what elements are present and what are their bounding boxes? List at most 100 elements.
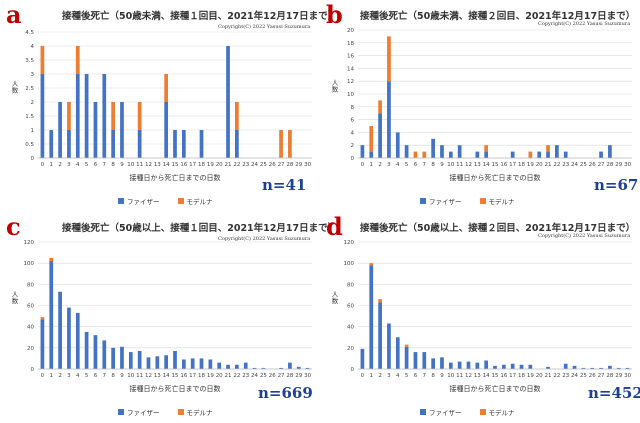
- y-tick-label: 4: [351, 130, 355, 136]
- y-tick-label: 2.5: [25, 86, 34, 92]
- x-tick-label: 29: [615, 373, 622, 379]
- x-tick-label: 20: [536, 162, 543, 168]
- bar-pfizer: [128, 352, 133, 369]
- bar-pfizer: [395, 337, 400, 369]
- chart-title: 接種後死亡（50歳未満、接種１回目、2021年12月17日まで）: [62, 11, 338, 22]
- x-tick-label: 9: [440, 162, 444, 168]
- chart-panel-b: b 接種後死亡（50歳未満、接種２回目、2021年12月17日まで） Copyr…: [320, 0, 640, 211]
- bar-pfizer: [369, 265, 374, 369]
- bar-pfizer: [369, 151, 374, 158]
- legend-label-pfizer: ファイザー: [127, 409, 160, 417]
- bar-pfizer: [93, 102, 98, 158]
- x-tick-label: 3: [67, 162, 71, 168]
- chart-title: 接種後死亡（50歳以上、接種２回目、2021年12月17日まで）: [360, 223, 636, 234]
- x-tick-label: 9: [120, 162, 124, 168]
- x-tick-label: 12: [145, 373, 152, 379]
- chart-title: 接種後死亡（50歳未満、接種２回目、2021年12月17日まで）: [360, 11, 636, 22]
- x-tick-label: 11: [136, 373, 143, 379]
- x-tick-label: 30: [304, 373, 311, 379]
- bar-pfizer: [137, 351, 142, 369]
- bar-pfizer: [422, 352, 427, 369]
- legend-swatch-moderna: [479, 409, 486, 415]
- x-tick-label: 30: [624, 373, 631, 379]
- bar-pfizer: [84, 331, 89, 369]
- bar-pfizer: [67, 307, 71, 369]
- y-tick-label: 40: [347, 325, 354, 331]
- y-tick-label: 20: [347, 346, 354, 352]
- bar-moderna: [111, 102, 115, 130]
- bar-pfizer: [608, 365, 612, 369]
- bar-pfizer: [387, 81, 391, 158]
- x-tick-label: 26: [269, 373, 276, 379]
- x-tick-label: 1: [370, 373, 374, 379]
- legend-swatch-moderna: [177, 198, 184, 204]
- chart-panel-a: a 接種後死亡（50歳未満、接種１回目、2021年12月17日まで） Copyr…: [0, 0, 337, 211]
- sample-size-label: n=669: [258, 384, 313, 402]
- x-tick-label: 3: [387, 373, 391, 379]
- y-tick-label: 60: [27, 304, 34, 310]
- bar-pfizer: [155, 356, 160, 369]
- chart-legend: ファイザー モデルナ: [420, 407, 515, 417]
- x-tick-label: 25: [580, 162, 587, 168]
- bar-pfizer: [457, 361, 462, 369]
- x-tick-label: 15: [492, 373, 499, 379]
- x-tick-label: 29: [615, 162, 622, 168]
- x-tick-label: 3: [387, 162, 391, 168]
- bar-pfizer: [84, 74, 89, 158]
- x-tick-label: 25: [260, 373, 267, 379]
- y-tick-label: 20: [27, 346, 34, 352]
- bar-pfizer: [305, 367, 310, 369]
- bar-moderna: [404, 344, 409, 347]
- legend-label-moderna: モデルナ: [186, 198, 213, 206]
- x-tick-label: 12: [145, 162, 152, 168]
- x-tick-label: 30: [304, 162, 311, 168]
- bar-pfizer: [261, 367, 266, 369]
- x-tick-label: 25: [580, 373, 587, 379]
- y-tick-label: 0: [351, 156, 355, 162]
- x-tick-label: 1: [50, 373, 54, 379]
- bar-pfizer: [440, 145, 444, 158]
- x-tick-label: 24: [251, 373, 258, 379]
- bar-pfizer: [49, 130, 54, 158]
- y-tick-label: 14: [347, 66, 354, 72]
- legend-item-moderna: モデルナ: [177, 407, 213, 417]
- x-tick-label: 7: [423, 373, 427, 379]
- x-tick-label: 19: [527, 162, 534, 168]
- bar-moderna: [235, 102, 239, 130]
- bar-pfizer: [190, 358, 195, 369]
- x-tick-label: 4: [76, 162, 80, 168]
- x-tick-label: 16: [180, 162, 187, 168]
- bar-pfizer: [493, 365, 497, 369]
- legend-swatch-pfizer: [420, 198, 426, 204]
- x-tick-label: 1: [370, 162, 374, 168]
- x-tick-label: 21: [545, 373, 552, 379]
- x-tick-label: 26: [589, 373, 596, 379]
- x-tick-label: 13: [474, 373, 481, 379]
- x-axis-label: 接種日から死亡日までの日数: [130, 173, 221, 182]
- x-tick-label: 2: [378, 373, 382, 379]
- bar-pfizer: [58, 102, 62, 158]
- x-tick-label: 9: [440, 373, 444, 379]
- legend-item-pfizer: ファイザー: [420, 196, 462, 206]
- bar-pfizer: [475, 362, 480, 369]
- y-tick-label: 0.5: [25, 142, 34, 148]
- y-tick-label: 8: [351, 105, 355, 111]
- x-tick-label: 19: [207, 162, 214, 168]
- bar-pfizer: [599, 151, 603, 158]
- x-tick-label: 5: [85, 162, 89, 168]
- y-tick-label: 120: [24, 240, 35, 246]
- bar-pfizer: [181, 359, 186, 369]
- y-tick-label: 120: [344, 240, 355, 246]
- x-tick-label: 27: [598, 162, 605, 168]
- x-tick-label: 18: [518, 162, 525, 168]
- legend-label-pfizer: ファイザー: [429, 409, 462, 417]
- x-tick-label: 13: [154, 373, 161, 379]
- bar-moderna: [369, 126, 374, 152]
- bar-pfizer: [404, 346, 409, 369]
- copyright-label: Copyright(C) 2022 Yasusi Suzumura: [218, 236, 311, 242]
- x-tick-label: 5: [405, 162, 409, 168]
- legend-label-moderna: モデルナ: [488, 198, 515, 206]
- x-tick-label: 16: [500, 162, 507, 168]
- legend-item-moderna: モデルナ: [479, 407, 515, 417]
